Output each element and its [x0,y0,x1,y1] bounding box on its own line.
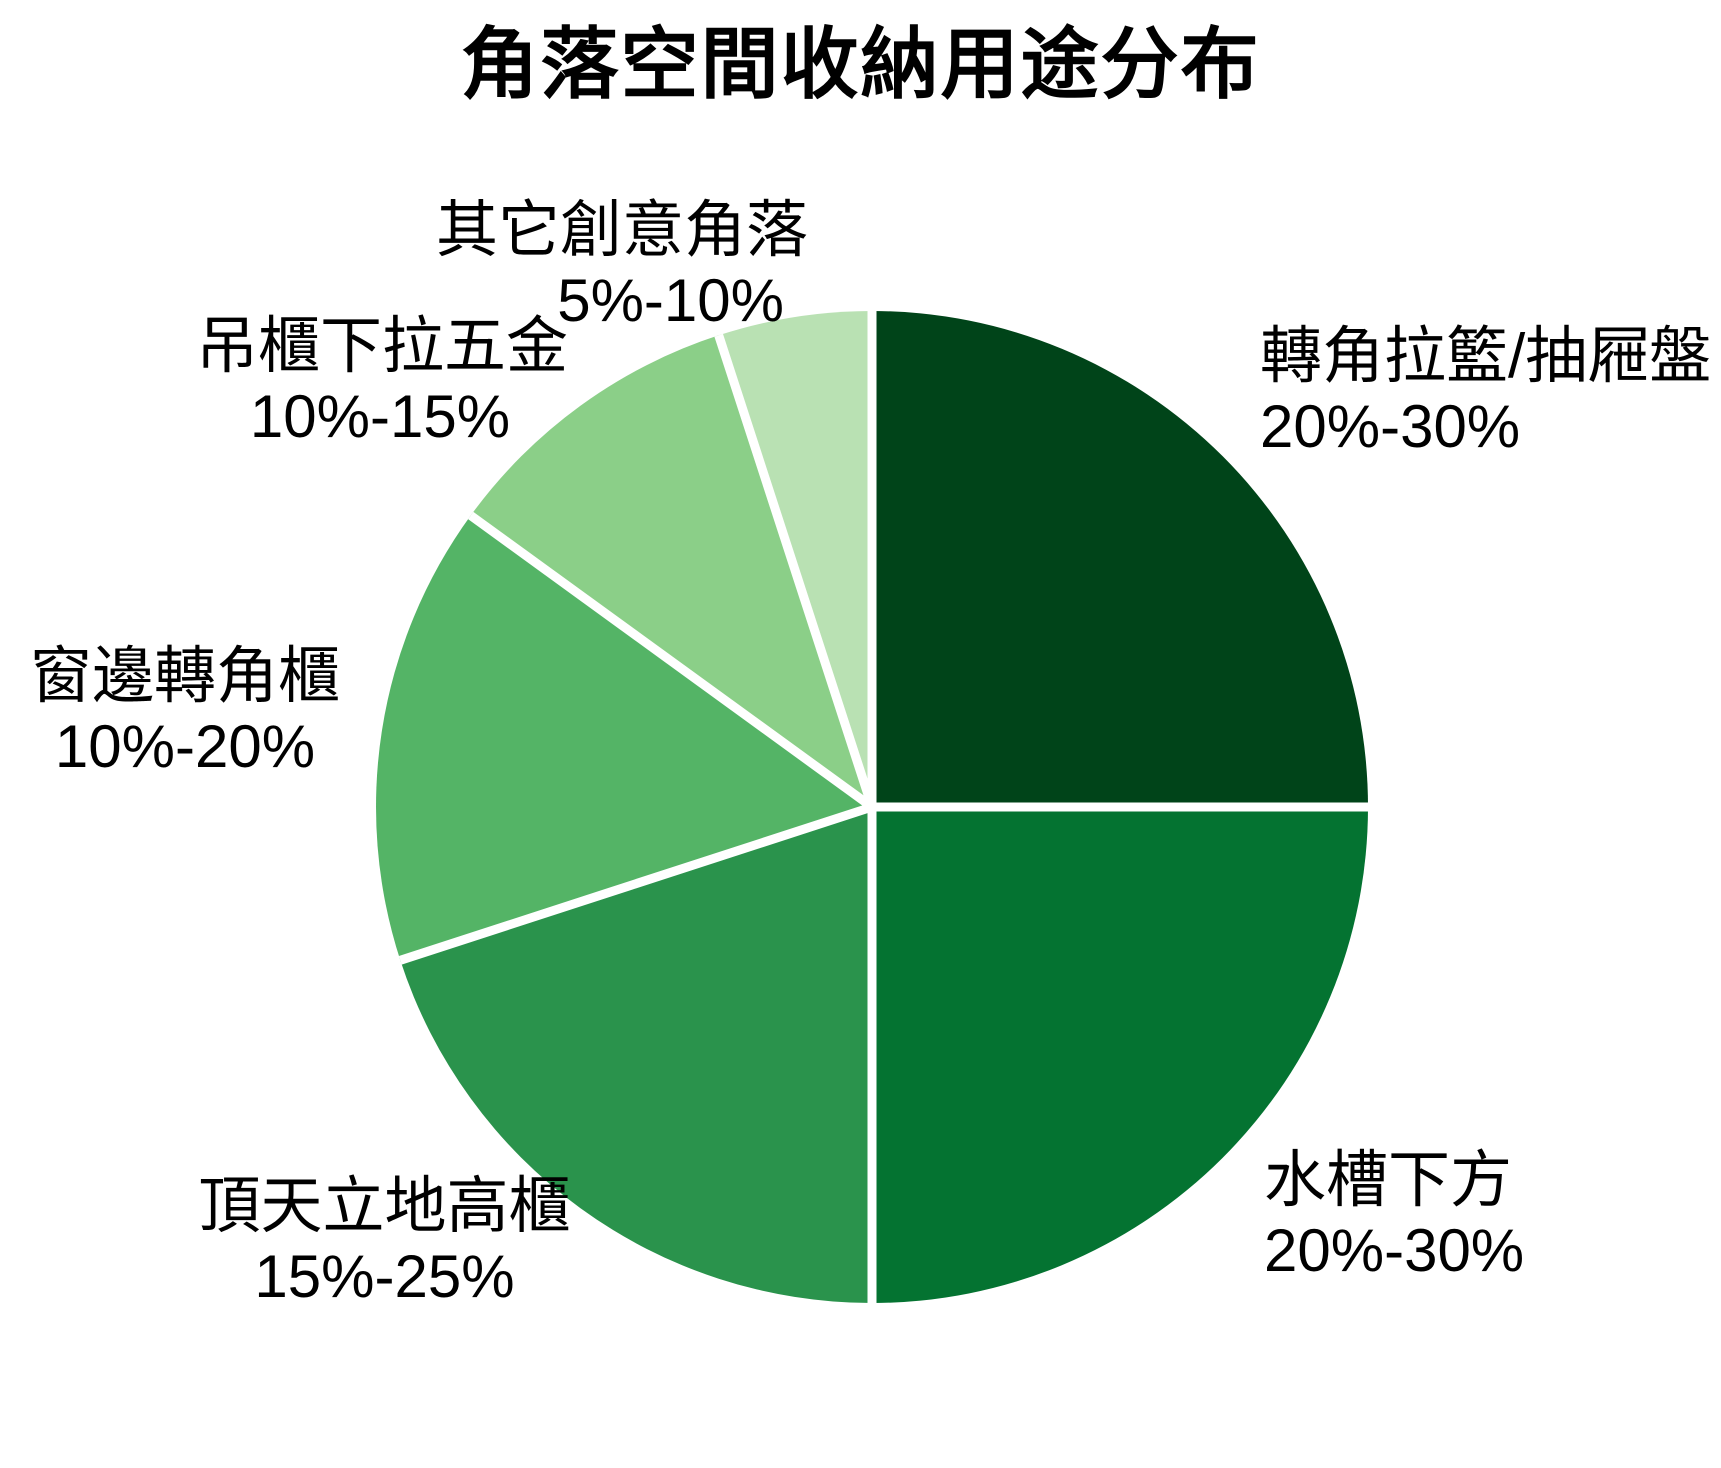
chart-title: 角落空間收納用途分布 [460,20,1261,108]
slice-label-text: 轉角拉籃/抽屜盤 [1260,322,1712,391]
pie-slice-2 [400,807,872,1303]
slice-label-tall-cabinet: 頂天立地高櫃 15%-25% [192,1172,577,1311]
slice-separator [398,802,874,965]
slice-label-text: 吊櫃下拉五金 [196,312,569,381]
slice-label-range: 10%-15% [249,382,511,450]
slice-label-range: 5%-10% [557,266,784,334]
slice-label-pulldown-hardware: 吊櫃下拉五金 10%-15% [196,312,569,451]
slice-label-range: 20%-30% [1260,392,1521,460]
slice-separator [468,511,875,811]
slice-label-range: 15%-25% [254,1242,515,1310]
slice-label-text: 水槽下方 [1264,1146,1513,1215]
slice-label-text: 其它創意角落 [436,196,809,265]
pie-slice-0 [872,311,1368,807]
slice-label-text: 頂天立地高櫃 [198,1172,571,1241]
pie-slice-4 [470,335,872,807]
slice-label-other-corners: 其它創意角落 5%-10% [436,196,809,335]
slice-label-range: 20%-30% [1264,1216,1525,1284]
slice-label-corner-basket: 轉角拉籃/抽屜盤 20%-30% [1260,322,1711,461]
slice-label-range: 10%-20% [54,712,316,780]
pie-slice-3 [376,515,872,961]
pie-slice-1 [872,807,1368,1303]
slice-label-window-corner: 窗邊轉角櫃 10%-20% [26,642,344,781]
slice-label-under-sink: 水槽下方 20%-30% [1264,1146,1524,1285]
slice-label-text: 窗邊轉角櫃 [29,642,340,711]
slice-separator [714,333,877,809]
